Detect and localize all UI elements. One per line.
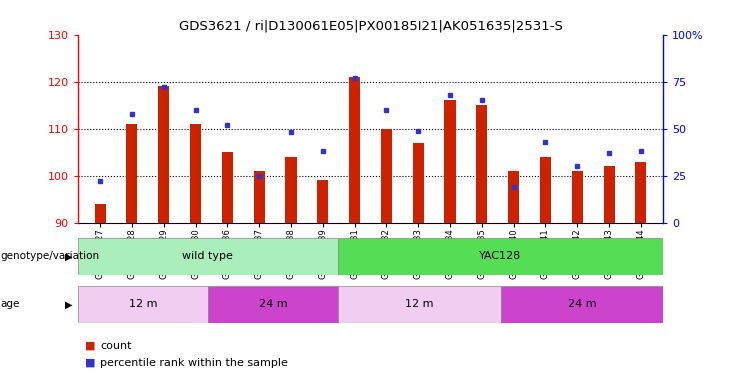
Text: percentile rank within the sample: percentile rank within the sample — [100, 358, 288, 368]
Bar — [190, 124, 201, 223]
Bar — [158, 86, 169, 223]
Bar — [222, 152, 233, 223]
Text: ▶: ▶ — [65, 299, 73, 310]
Text: 24 m: 24 m — [259, 299, 288, 310]
Bar — [253, 171, 265, 223]
Text: ■: ■ — [85, 358, 96, 368]
Text: ■: ■ — [85, 341, 96, 351]
Text: 12 m: 12 m — [129, 299, 157, 310]
Bar — [285, 157, 296, 223]
Bar — [78, 238, 338, 275]
Bar — [338, 238, 663, 275]
Bar — [572, 171, 583, 223]
Bar — [95, 204, 106, 223]
Bar — [508, 171, 519, 223]
Bar — [349, 77, 360, 223]
Text: genotype/variation: genotype/variation — [1, 251, 100, 262]
Bar — [476, 105, 488, 223]
Bar — [501, 286, 663, 323]
Bar — [540, 157, 551, 223]
Bar — [413, 143, 424, 223]
Text: 12 m: 12 m — [405, 299, 433, 310]
Bar — [208, 286, 338, 323]
Text: YAC128: YAC128 — [479, 251, 522, 262]
Bar — [603, 166, 615, 223]
Text: count: count — [100, 341, 132, 351]
Bar — [78, 286, 208, 323]
Text: wild type: wild type — [182, 251, 233, 262]
Bar — [126, 124, 138, 223]
Bar — [635, 162, 646, 223]
Text: age: age — [1, 299, 20, 310]
Text: 24 m: 24 m — [568, 299, 597, 310]
Bar — [381, 129, 392, 223]
Bar — [317, 180, 328, 223]
Title: GDS3621 / ri|D130061E05|PX00185I21|AK051635|2531-S: GDS3621 / ri|D130061E05|PX00185I21|AK051… — [179, 19, 562, 32]
Bar — [445, 100, 456, 223]
Bar — [338, 286, 501, 323]
Text: ▶: ▶ — [65, 251, 73, 262]
